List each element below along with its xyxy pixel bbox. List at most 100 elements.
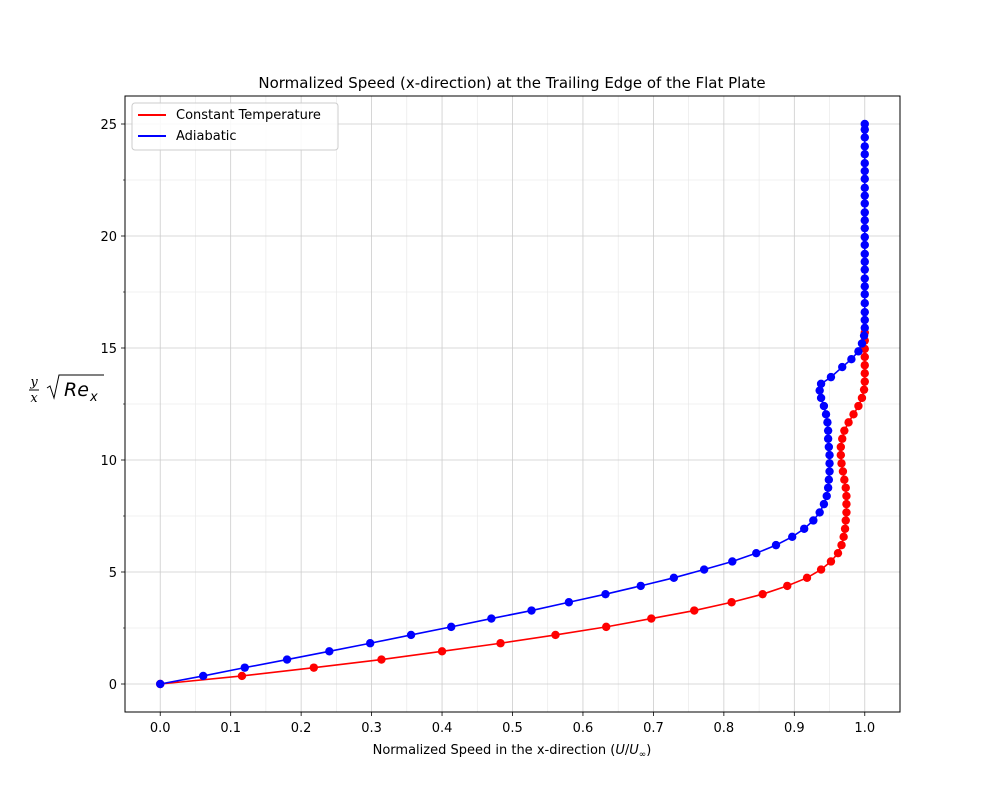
major-grid	[125, 96, 900, 712]
data-point-adiabatic	[527, 606, 536, 615]
data-point-adiabatic	[823, 483, 833, 492]
data-point-adiabatic	[240, 663, 249, 672]
data-point-adiabatic	[860, 216, 869, 225]
data-point-adiabatic	[564, 598, 574, 607]
x-tick-label: 0.5	[502, 721, 523, 736]
data-point-constant-temperature	[837, 459, 846, 468]
series-constant-temperature	[156, 328, 869, 689]
data-point-adiabatic	[699, 565, 709, 574]
data-point-adiabatic	[823, 426, 833, 435]
legend: Constant Temperature Adiabatic	[131, 102, 339, 151]
data-point-constant-temperature	[496, 639, 505, 648]
data-point-adiabatic	[799, 524, 809, 533]
x-tick-label: 0.3	[361, 721, 382, 736]
y-tick-label: 25	[100, 118, 117, 133]
data-point-adiabatic	[809, 516, 818, 525]
data-point-adiabatic	[860, 223, 869, 233]
data-point-constant-temperature	[758, 589, 767, 599]
y-tick-label: 0	[109, 678, 117, 693]
data-point-constant-temperature	[826, 557, 836, 566]
x-tick-label: 0.7	[643, 721, 664, 736]
data-point-adiabatic	[826, 372, 836, 382]
y-axis-label-frac-den: x	[30, 391, 38, 406]
data-point-adiabatic	[815, 386, 824, 395]
data-point-constant-temperature	[833, 548, 843, 558]
data-point-adiabatic	[860, 232, 869, 242]
data-point-adiabatic	[825, 459, 834, 468]
data-point-adiabatic	[860, 174, 869, 184]
legend-box	[131, 102, 339, 151]
data-point-constant-temperature	[860, 369, 869, 378]
x-tick-label: 0.1	[220, 721, 241, 736]
x-tick-label: 0.8	[714, 721, 735, 736]
data-point-constant-temperature	[309, 663, 319, 672]
data-point-constant-temperature	[841, 483, 850, 492]
data-point-constant-temperature	[602, 622, 611, 632]
data-point-adiabatic	[822, 491, 831, 501]
x-axis-label-slash: /	[625, 743, 630, 758]
data-point-constant-temperature	[849, 410, 858, 419]
data-point-constant-temperature	[857, 393, 867, 403]
x-axis-label-inf: ∞	[639, 750, 647, 760]
y-tick-label: 5	[109, 566, 117, 581]
data-point-constant-temperature	[844, 418, 853, 427]
data-point-constant-temperature	[836, 450, 846, 460]
data-point-constant-temperature	[816, 565, 826, 574]
data-point-constant-temperature	[842, 508, 851, 517]
x-tick-label: 0.9	[784, 721, 805, 736]
data-point-adiabatic	[156, 679, 165, 689]
data-point-constant-temperature	[837, 540, 846, 550]
data-point-adiabatic	[365, 639, 375, 648]
data-point-adiabatic	[860, 183, 869, 193]
x-tick-label: 1.0	[854, 721, 875, 736]
series-layer	[156, 119, 869, 689]
data-point-constant-temperature	[840, 475, 849, 484]
data-point-constant-temperature	[842, 491, 851, 501]
data-point-constant-temperature	[838, 467, 848, 476]
data-point-adiabatic	[824, 475, 834, 484]
y-axis-label-sqrt-sign	[46, 374, 104, 400]
data-point-constant-temperature	[838, 434, 847, 443]
data-point-constant-temperature	[860, 352, 869, 362]
data-point-adiabatic	[860, 150, 869, 159]
data-point-adiabatic	[860, 257, 869, 266]
data-point-adiabatic	[860, 249, 869, 259]
legend-label-constant-temperature: Constant Temperature	[176, 108, 321, 123]
data-point-adiabatic	[819, 499, 829, 509]
data-point-constant-temperature	[783, 581, 792, 591]
data-point-adiabatic	[860, 159, 869, 168]
x-tick-label: 0.2	[291, 721, 312, 736]
data-point-adiabatic	[825, 450, 834, 460]
series-adiabatic	[156, 119, 869, 689]
data-point-adiabatic	[854, 347, 863, 356]
chart-title: Normalized Speed (x-direction) at the Tr…	[258, 74, 765, 92]
data-point-adiabatic	[819, 401, 829, 411]
data-point-adiabatic	[860, 323, 869, 333]
data-point-adiabatic	[282, 655, 292, 664]
data-point-adiabatic	[816, 393, 826, 403]
data-point-adiabatic	[860, 307, 869, 317]
data-point-adiabatic	[860, 208, 869, 217]
data-point-constant-temperature	[437, 647, 447, 656]
data-point-adiabatic	[860, 133, 869, 142]
data-point-adiabatic	[816, 379, 826, 389]
axis-ticks: 0.0 0.1 0.2 0.3 0.4 0.5 0.6 0.7 0.8 0.9 1.0 0 5 10 15 2…	[100, 118, 875, 736]
data-point-constant-temperature	[859, 385, 869, 394]
data-point-adiabatic	[821, 410, 831, 419]
data-point-constant-temperature	[551, 630, 560, 640]
data-point-adiabatic	[447, 622, 456, 632]
data-point-adiabatic	[406, 630, 416, 640]
x-axis-label: Normalized Speed in the x-direction (U/U…	[373, 743, 652, 760]
legend-label-adiabatic: Adiabatic	[176, 129, 237, 144]
data-point-constant-temperature	[860, 377, 869, 386]
data-point-adiabatic	[860, 240, 869, 250]
data-point-adiabatic	[771, 540, 781, 550]
data-point-constant-temperature	[727, 598, 736, 607]
data-point-adiabatic	[860, 282, 869, 291]
data-point-adiabatic	[788, 532, 797, 542]
data-point-adiabatic	[824, 442, 834, 452]
x-tick-label: 0.4	[432, 721, 453, 736]
data-point-constant-temperature	[842, 499, 851, 509]
y-tick-label: 15	[100, 342, 117, 357]
x-axis-label-suffix: )	[646, 743, 651, 758]
